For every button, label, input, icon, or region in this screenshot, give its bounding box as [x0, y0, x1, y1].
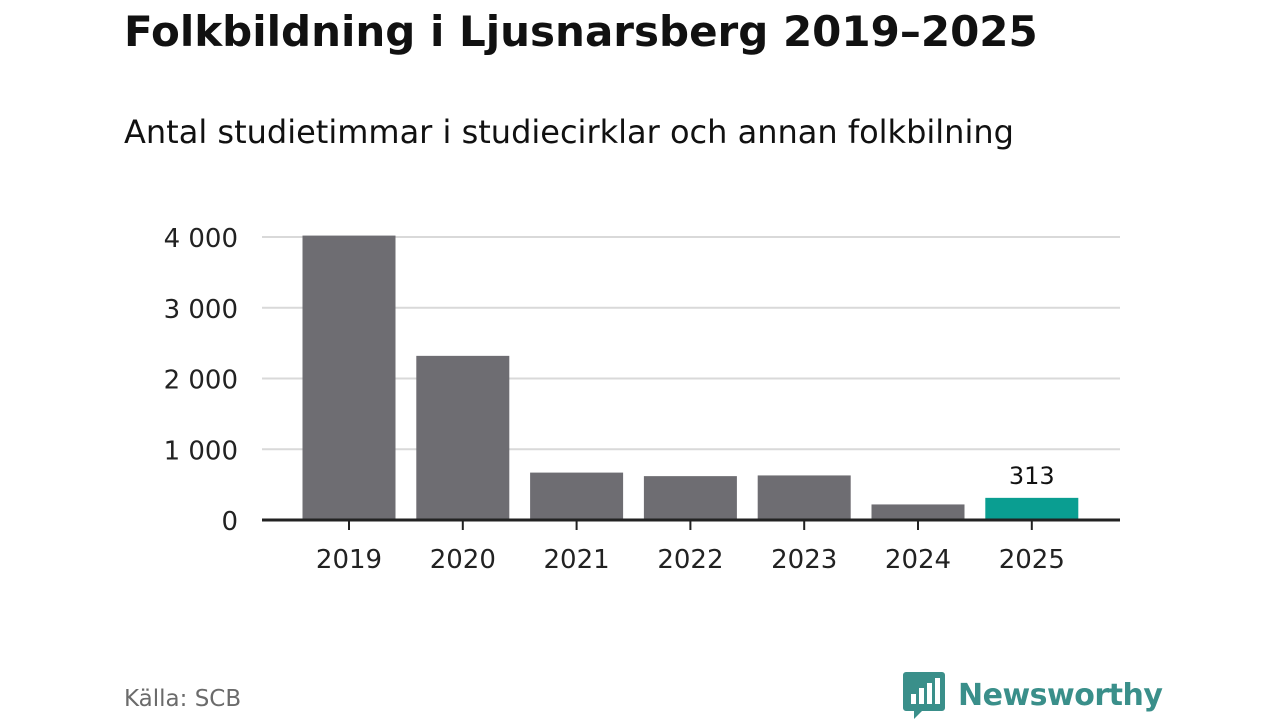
- data-label: 313: [1009, 462, 1055, 490]
- y-tick-label: 0: [221, 507, 238, 537]
- chart-subtitle: Antal studietimmar i studiecirklar och a…: [124, 113, 1014, 151]
- bar: [757, 475, 851, 520]
- y-tick-label: 1 000: [164, 436, 238, 466]
- source-note: Källa: SCB: [124, 686, 242, 712]
- brand-logo: Newsworthy: [902, 670, 1163, 720]
- bar: [302, 235, 396, 520]
- bar: [416, 355, 510, 520]
- x-tick-label: 2025: [999, 545, 1065, 575]
- y-tick-label: 3 000: [164, 295, 238, 325]
- x-tick-label: 2020: [430, 545, 496, 575]
- bar: [985, 497, 1079, 520]
- y-tick-label: 4 000: [164, 224, 238, 254]
- x-tick-label: 2022: [657, 545, 723, 575]
- brand-name: Newsworthy: [958, 677, 1163, 713]
- bar-chart: 0 1 000 2 000 3 000 4 000 2019 2020 2021 2022 202…: [164, 224, 1120, 575]
- bar-chart-speech-bubble-icon: [903, 672, 945, 719]
- bar: [643, 476, 737, 520]
- bar: [871, 504, 965, 520]
- chart-title: Folkbildning i Ljusnarsberg 2019–2025: [124, 7, 1038, 56]
- bar: [530, 472, 624, 520]
- x-tick-label: 2023: [771, 545, 837, 575]
- x-tick-label: 2021: [544, 545, 610, 575]
- y-tick-label: 2 000: [164, 366, 238, 396]
- x-tick-label: 2024: [885, 545, 951, 575]
- x-tick-label: 2019: [316, 545, 382, 575]
